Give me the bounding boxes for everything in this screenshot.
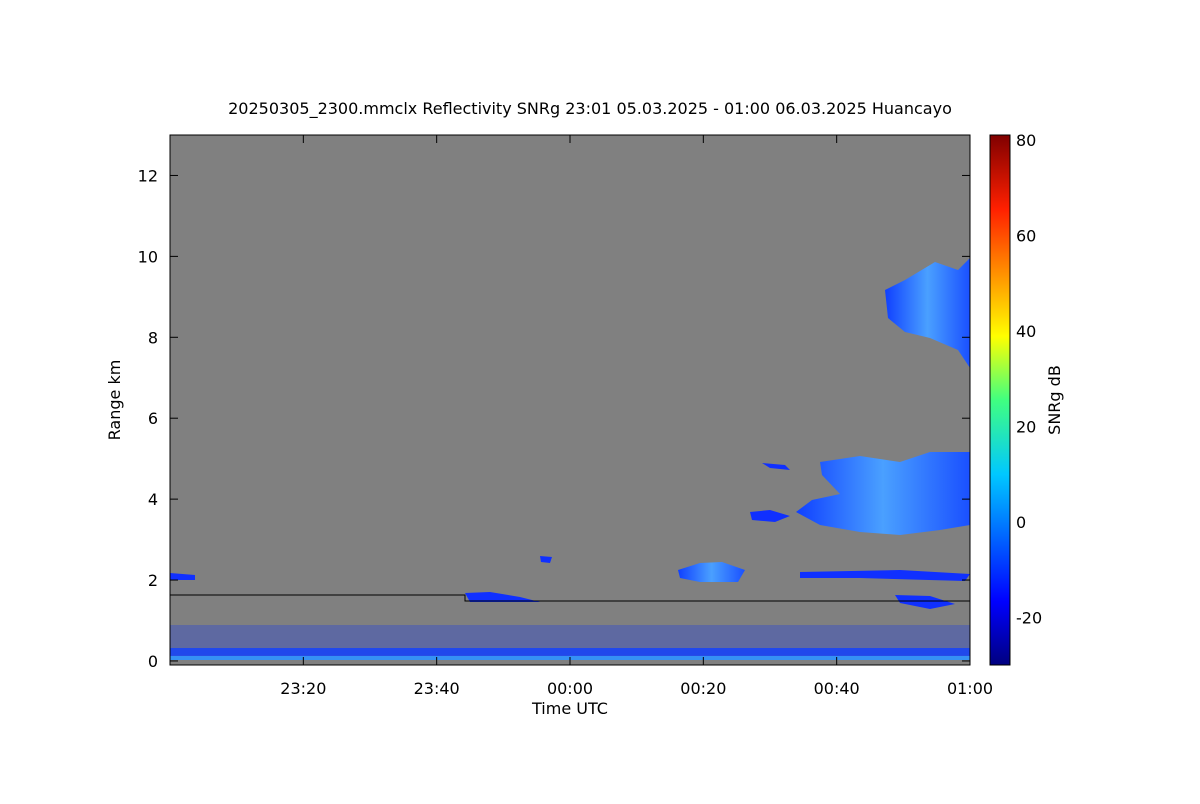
y-tick-label: 0 [148, 652, 158, 671]
colorbar-tick-label: 80 [1016, 131, 1036, 150]
y-tick-label: 4 [148, 490, 158, 509]
reference-line [170, 594, 970, 602]
plot-area [170, 135, 970, 665]
cloud-echo [800, 570, 970, 581]
chart-title: 20250305_2300.mmclx Reflectivity SNRg 23… [228, 99, 952, 119]
x-tick-label: 00:00 [547, 679, 593, 698]
x-tick-label: 00:40 [814, 679, 860, 698]
y-tick-label: 6 [148, 409, 158, 428]
colorbar-label: SNRg dB [1045, 365, 1064, 435]
colorbar-tick-label: 0 [1016, 513, 1026, 532]
y-tick-label: 2 [148, 571, 158, 590]
x-tick-label: 23:20 [280, 679, 326, 698]
colorbar [989, 134, 1011, 666]
x-tick-label: 00:20 [680, 679, 726, 698]
x-tick-label: 23:40 [414, 679, 460, 698]
cloud-echo [796, 452, 970, 535]
cloud-echo [762, 463, 790, 470]
cloud-echo [170, 573, 195, 580]
y-tick-label: 8 [148, 328, 158, 347]
y-tick-label: 10 [138, 247, 158, 266]
cloud-echo [678, 562, 745, 582]
x-tick-label: 01:00 [947, 679, 993, 698]
cloud-echo [885, 258, 970, 368]
echoes [170, 258, 970, 660]
x-axis-label: Time UTC [531, 699, 608, 718]
y-axis-label: Range km [105, 360, 124, 441]
cloud-echo [465, 592, 540, 602]
colorbar-tick-label: 60 [1016, 226, 1036, 245]
cloud-echo [540, 556, 552, 563]
colorbar-tick-label: -20 [1016, 608, 1042, 627]
y-tick-label: 12 [138, 166, 158, 185]
cloud-echo [895, 595, 955, 609]
cloud-echo [750, 510, 790, 522]
colorbar-tick-label: 20 [1016, 417, 1036, 436]
colorbar-tick-label: 40 [1016, 322, 1036, 341]
